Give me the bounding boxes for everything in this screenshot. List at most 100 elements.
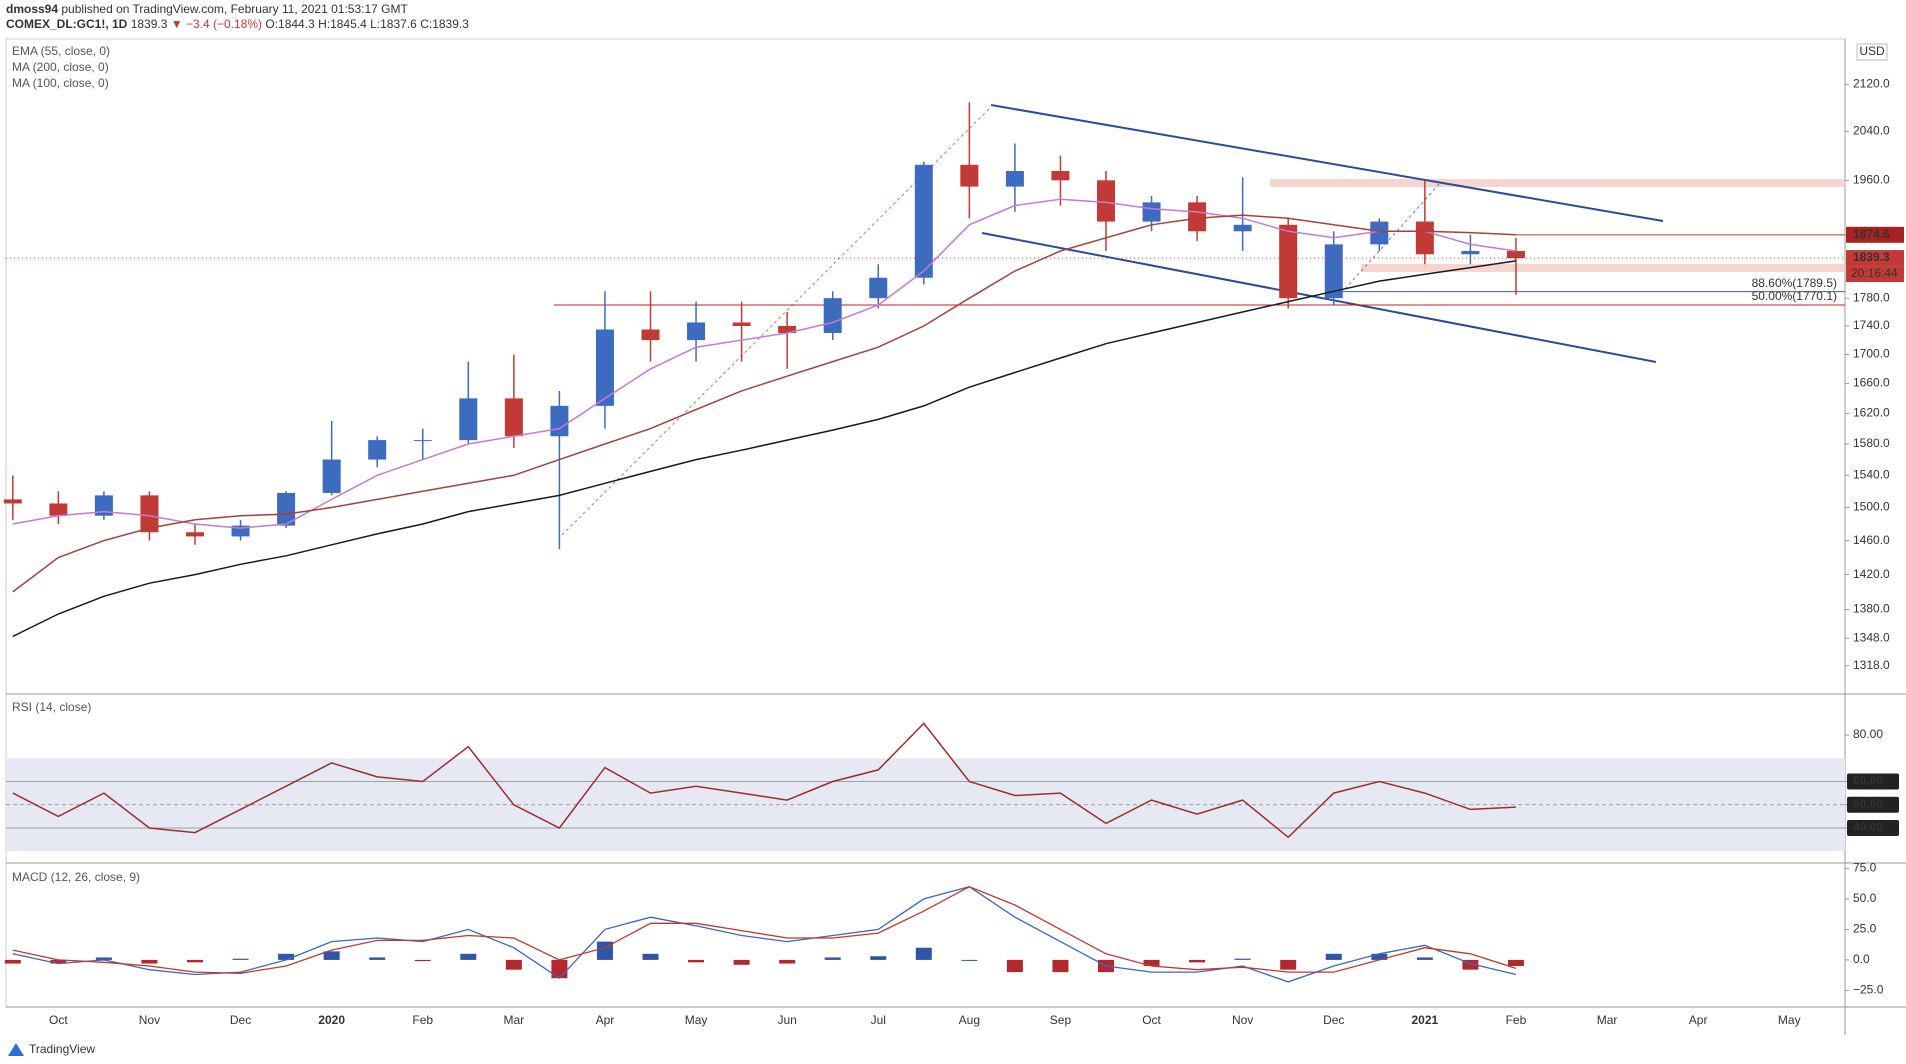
histogram-bar: [141, 959, 158, 964]
brand-icon: [8, 1043, 24, 1056]
candle-body: [1461, 250, 1480, 255]
candle-body: [823, 298, 842, 334]
histogram-bar: [870, 956, 887, 960]
x-tick-label: Oct: [1142, 1013, 1161, 1027]
x-tick-label: May: [1778, 1013, 1801, 1027]
candle-body: [687, 322, 706, 341]
resistance-zone: [1270, 179, 1845, 187]
histogram-bar: [1234, 958, 1251, 960]
change: ▼ −3.4 (−0.18%): [171, 17, 262, 31]
histogram-bar: [460, 953, 477, 960]
y-tick-label: 40.00: [1853, 820, 1883, 834]
price-label-box: [1846, 250, 1904, 267]
histogram-bar: [1280, 959, 1297, 970]
indicator-line: [12, 198, 1517, 529]
y-tick-label: 75.0: [1853, 861, 1877, 875]
histogram-bar: [733, 959, 750, 965]
histogram-bar: [551, 959, 568, 979]
candle-body: [1415, 221, 1434, 255]
published: published on TradingView.com, February 1…: [61, 2, 408, 16]
histogram-bar: [1462, 959, 1479, 970]
x-tick-label: Feb: [1506, 1013, 1527, 1027]
x-tick-label: Dec: [1323, 1013, 1344, 1027]
currency-box: [1856, 43, 1888, 61]
price-label: 1839.3: [1853, 250, 1890, 264]
y-tick-label: 1318.0: [1853, 658, 1890, 672]
candle-body: [277, 492, 296, 526]
x-tick-label: Aug: [959, 1013, 980, 1027]
histogram-bar: [1507, 959, 1524, 966]
candle-body: [1005, 170, 1024, 187]
price-label-box: [1846, 226, 1904, 243]
candle-body: [550, 405, 569, 437]
pane-title: RSI (14, close): [12, 700, 91, 714]
y-tick-label: 1580.0: [1853, 436, 1890, 450]
pane-title: MACD (12, 26, close, 9): [12, 870, 140, 884]
candle-body: [1051, 170, 1070, 181]
indicator-line: [12, 214, 1516, 593]
legend-entry: MA (100, close, 0): [12, 76, 109, 90]
histogram-bar: [688, 959, 705, 963]
histogram-bar: [1052, 959, 1069, 973]
histogram-bar: [824, 957, 841, 960]
fib-label: 88.60%(1789.5): [1752, 276, 1837, 290]
histogram-bar: [961, 959, 978, 961]
histogram-bar: [369, 957, 386, 960]
y-tick-label: 50.0: [1853, 891, 1877, 905]
y-tick-label: 1740.0: [1853, 318, 1890, 332]
candle-body: [960, 164, 979, 187]
symbol: COMEX_DL:GC1!, 1D: [6, 17, 128, 31]
x-tick-label: Mar: [504, 1013, 525, 1027]
candle-body: [869, 277, 888, 299]
x-tick-label: Jun: [777, 1013, 796, 1027]
x-tick-label: Mar: [1597, 1013, 1618, 1027]
x-tick-label: Jul: [871, 1013, 886, 1027]
histogram-bar: [323, 951, 340, 960]
x-tick-label: Feb: [412, 1013, 433, 1027]
ohlc-low: L:1837.6: [370, 17, 417, 31]
y-tick-label: 1700.0: [1853, 347, 1890, 361]
y-tick-label: 1380.0: [1853, 602, 1890, 616]
y-tick-label: 1540.0: [1853, 468, 1890, 482]
fib-label: 50.00%(1770.1): [1752, 289, 1837, 303]
y-tick-label: 1500.0: [1853, 500, 1890, 514]
candle-body: [3, 499, 22, 504]
level-label-box: [1847, 820, 1899, 836]
author: dmoss94: [6, 2, 58, 16]
ohlc-close: C:1839.3: [420, 17, 469, 31]
level-label-box: [1847, 796, 1899, 813]
ohlc-open: O:1844.3: [265, 17, 315, 31]
y-tick-label: 1348.0: [1853, 630, 1890, 644]
candle-body: [94, 495, 113, 516]
y-tick-label: 1660.0: [1853, 376, 1890, 390]
y-tick-label: 25.0: [1853, 922, 1877, 936]
histogram-bar: [95, 957, 112, 960]
y-tick-label: 1620.0: [1853, 406, 1890, 420]
macd-line: [12, 885, 1517, 983]
x-tick-label: Oct: [49, 1013, 68, 1027]
candle-body: [1233, 224, 1252, 232]
candle-body: [1506, 250, 1525, 259]
candle-body: [1279, 224, 1298, 299]
candle-body: [1188, 202, 1207, 232]
channel-lower: [981, 232, 1657, 363]
y-tick-label: 2120.0: [1853, 76, 1890, 90]
y-tick-label: 1460.0: [1853, 533, 1890, 547]
candle-body: [595, 329, 614, 406]
countdown-box: [1846, 266, 1904, 283]
candle-body: [778, 325, 797, 334]
histogram-bar: [1189, 959, 1206, 963]
histogram-bar: [1416, 957, 1433, 960]
x-tick-label: 2021: [1411, 1013, 1438, 1027]
y-tick-label: 80.00: [1853, 727, 1883, 741]
x-tick-label: Dec: [230, 1013, 251, 1027]
y-tick-label: 2040.0: [1853, 124, 1890, 138]
candle-body: [504, 398, 523, 437]
fib-trend: [1336, 181, 1442, 299]
candle-body: [914, 164, 933, 278]
candle-body: [1097, 180, 1115, 222]
y-tick-label: 1960.0: [1853, 172, 1890, 186]
y-tick-label: 50.00: [1853, 797, 1883, 811]
candle-body: [186, 532, 204, 537]
brand: TradingView: [8, 1042, 95, 1056]
